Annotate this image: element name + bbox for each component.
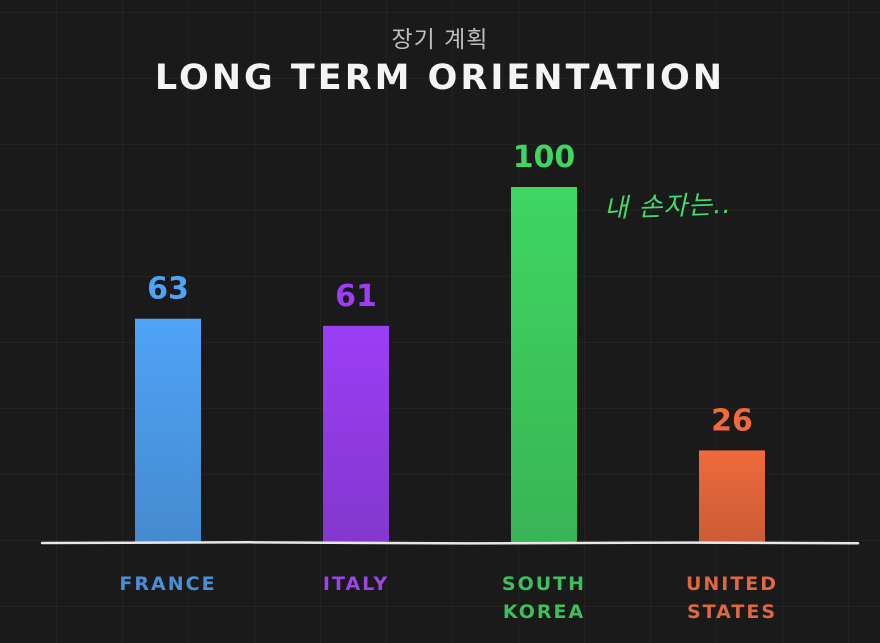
category-label-france: FRANCE xyxy=(119,573,216,595)
category-label-south-korea: KOREA xyxy=(503,601,585,623)
value-label-south-korea: 100 xyxy=(513,140,576,175)
category-label-united-states: STATES xyxy=(687,601,777,623)
value-label-united-states: 26 xyxy=(711,403,753,438)
category-label-united-states: UNITED xyxy=(686,573,778,595)
chart-title: LONG TERM ORIENTATION xyxy=(154,58,726,98)
category-label-italy: ITALY xyxy=(323,573,389,595)
category-label-south-korea: SOUTH xyxy=(502,573,586,595)
bar-italy xyxy=(323,325,389,543)
x-axis-baseline xyxy=(40,541,860,545)
bar-united-states xyxy=(699,450,765,543)
value-label-italy: 61 xyxy=(335,279,377,314)
bar-france xyxy=(135,318,201,543)
bar-south-korea xyxy=(511,187,577,543)
handwritten-annotation: 내 손자는.. xyxy=(603,189,733,225)
chart-subtitle: 장기 계획 xyxy=(391,27,489,53)
value-label-france: 63 xyxy=(147,272,189,307)
